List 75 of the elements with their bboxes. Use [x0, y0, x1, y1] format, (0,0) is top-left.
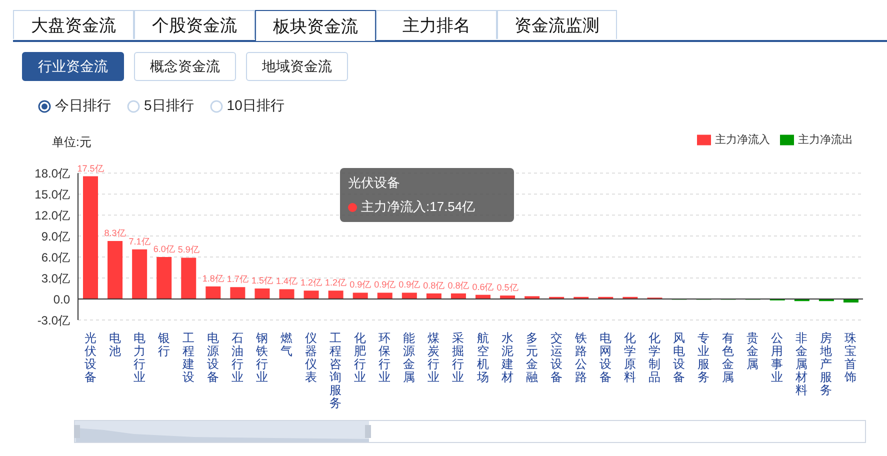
data-label: 1.2亿 [300, 278, 322, 288]
data-label: 0.9亿 [374, 280, 396, 290]
data-label: 1.2亿 [325, 278, 347, 288]
y-tick-label: 3.0亿 [41, 271, 70, 286]
x-tick-label: 铁路公路 [574, 331, 587, 384]
y-tick-label: 0.0 [53, 292, 70, 306]
x-tick-label: 航空机场 [476, 331, 489, 384]
data-label: 7.1亿 [128, 236, 150, 246]
data-label: 1.4亿 [276, 276, 298, 286]
text: 今日排行 [55, 97, 111, 115]
y-tick-label: 18.0亿 [34, 166, 70, 180]
y-tick-label: 15.0亿 [34, 187, 70, 202]
x-tick-label: 工程咨询服务 [330, 331, 342, 410]
x-tick-label: 采掘行业 [452, 331, 464, 384]
data-label: 0.8亿 [423, 280, 445, 290]
x-tick-label: 公用事业 [771, 331, 784, 384]
y-tick-label: -3.0亿 [37, 313, 70, 328]
data-label: 1.8亿 [202, 273, 224, 284]
x-tick-label: 环保行业 [378, 331, 391, 384]
data-label: 0.6亿 [472, 282, 494, 292]
data-label: 1.7亿 [226, 274, 248, 284]
y-tick-label: 9.0亿 [41, 229, 70, 244]
y-axis-title: 单位:元 [52, 134, 92, 151]
x-tick-label: 化学制品 [648, 331, 660, 384]
x-tick-label: 化学原料 [624, 331, 636, 384]
x-tick-label: 风电设备 [673, 331, 686, 384]
x-tick-label: 多元金融 [526, 331, 538, 384]
x-tick-label: 有色金属 [722, 331, 734, 384]
y-tick-label: 6.0亿 [41, 250, 70, 264]
x-tick-label: 能源金属 [403, 331, 416, 384]
x-tick-label: 电网设备 [599, 331, 612, 384]
x-tick-label: 房地产服务 [819, 331, 832, 397]
x-tick-label: 电力行业 [133, 331, 146, 384]
data-label: 5.9亿 [178, 244, 200, 255]
text: 行业资金流 [22, 52, 124, 81]
legend-label: 主力净流出 [798, 134, 853, 146]
x-tick-label: 电源设备 [206, 331, 219, 384]
x-tick-label: 钢铁行业 [254, 331, 268, 384]
data-label: 0.9亿 [398, 280, 420, 290]
data-label: 8.3亿 [104, 228, 126, 238]
x-tick-label: 煤炭行业 [428, 331, 440, 384]
annotation: 光伏设备 [348, 174, 401, 192]
x-tick-label: 化肥行业 [354, 331, 366, 384]
y-tick-label: 12.0亿 [34, 208, 70, 222]
text: 概念资金流 [134, 52, 236, 81]
x-tick-label: 光伏设备 [84, 331, 96, 384]
x-tick-label: 贵金属 [746, 331, 759, 371]
data-label: 0.8亿 [448, 280, 470, 290]
text: 资金流监测 [497, 10, 617, 39]
text: 5日排行 [144, 97, 194, 115]
x-tick-label: 电池 [108, 331, 121, 358]
x-tick-label: 燃气 [280, 331, 293, 358]
x-tick-label: 石油行业 [231, 331, 244, 384]
x-tick-label: 工程建设 [181, 331, 194, 384]
text: 个股资金流 [134, 10, 255, 39]
text: 地域资金流 [246, 52, 348, 81]
x-tick-label: 专业服务 [698, 331, 710, 384]
text: 10日排行 [226, 97, 284, 115]
x-tick-label: 银行 [156, 331, 170, 358]
data-label: 0.9亿 [350, 280, 372, 290]
data-label: 1.5亿 [251, 276, 273, 286]
x-tick-label: 交运设备 [550, 331, 562, 384]
x-tick-label: 水泥建材 [500, 331, 514, 384]
hover-tooltip: 光伏设备 主力净流入:17.54亿 [340, 168, 514, 222]
x-tick-label: 非金属材料 [794, 331, 808, 397]
text: 大盘资金流 [13, 10, 134, 39]
text: 板块资金流 [255, 10, 376, 41]
data-label: 6.0亿 [153, 244, 175, 254]
data-label: 17.5亿 [77, 163, 104, 174]
data-label: 0.5亿 [496, 282, 518, 293]
text: 主力排名 [376, 10, 497, 39]
annotation: 主力净流入:17.54亿 [361, 198, 476, 216]
legend-label: 主力净流入 [715, 134, 770, 146]
x-tick-label: 仪器仪表 [305, 331, 318, 384]
x-tick-label: 珠宝首饰 [844, 331, 857, 384]
